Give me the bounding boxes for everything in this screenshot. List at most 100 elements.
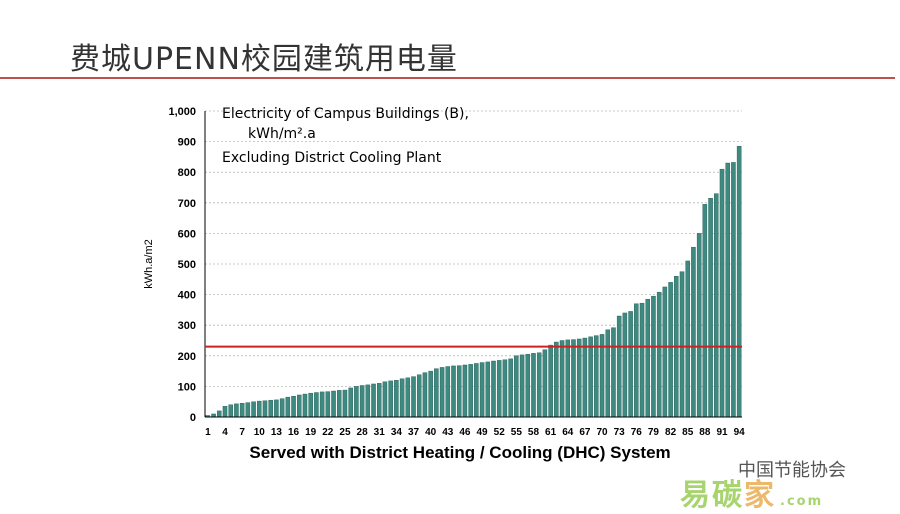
bar <box>696 233 702 418</box>
x-tick-label: 13 <box>271 427 283 438</box>
bar <box>388 380 393 418</box>
bar <box>525 354 531 418</box>
bar <box>468 364 473 418</box>
watermark-text: 中国节能协会 <box>738 460 846 481</box>
bar <box>422 372 428 418</box>
x-tick-label: 19 <box>305 427 317 438</box>
bar <box>319 391 325 418</box>
x-tick-label: 31 <box>374 427 386 438</box>
y-tick-label: 800 <box>178 167 196 179</box>
y-tick-label: 500 <box>178 259 196 271</box>
x-tick-label: 46 <box>459 427 471 438</box>
bar <box>531 353 536 418</box>
bar <box>656 291 662 418</box>
bar <box>736 145 742 418</box>
bar <box>336 390 342 418</box>
bar <box>622 312 628 418</box>
bar <box>548 344 553 418</box>
page-title: 费城UPENN校园建筑用电量 <box>70 42 458 77</box>
bar <box>554 341 559 418</box>
bar <box>645 298 650 418</box>
bar <box>251 401 256 418</box>
bar <box>371 383 376 418</box>
x-tick-label: 37 <box>408 427 420 438</box>
x-tick-label: 91 <box>716 427 728 438</box>
bar <box>348 387 353 418</box>
bar <box>354 386 359 418</box>
x-tick-label: 25 <box>339 427 351 438</box>
y-tick-label: 0 <box>190 412 196 424</box>
y-tick-label: 100 <box>178 381 196 393</box>
y-tick-labels: 0 100 200 300 400 500 600 700 800 900 1,000 <box>168 106 196 424</box>
bar <box>542 349 548 418</box>
bar <box>279 398 285 418</box>
y-tick-label: 900 <box>178 137 196 149</box>
y-tick-label: 200 <box>178 351 196 363</box>
bar <box>365 384 371 418</box>
y-tick-label: 700 <box>178 198 196 210</box>
bar <box>428 370 433 418</box>
axes <box>204 111 742 418</box>
bar <box>668 282 673 418</box>
bar <box>714 193 719 418</box>
x-tick-label: 76 <box>631 427 643 438</box>
grid-lines <box>205 110 742 387</box>
x-tick-label: 10 <box>254 427 266 438</box>
x-tick-label: 43 <box>442 427 454 438</box>
bar <box>376 383 382 418</box>
bar <box>222 406 228 418</box>
x-tick-label: 82 <box>665 427 677 438</box>
bar <box>491 360 496 418</box>
bar <box>325 391 331 418</box>
bar <box>451 365 456 418</box>
y-tick-label: 1,000 <box>168 106 196 118</box>
x-tick-label: 22 <box>322 427 334 438</box>
bar <box>291 395 296 418</box>
bar <box>565 339 571 418</box>
bar <box>691 246 696 418</box>
bar <box>274 399 279 418</box>
bar <box>496 360 502 418</box>
bar <box>559 340 565 418</box>
title-divider <box>0 77 895 79</box>
bar <box>302 393 308 418</box>
bar <box>285 396 291 418</box>
x-tick-label: 94 <box>734 427 746 438</box>
bar <box>639 302 645 418</box>
bar <box>628 311 633 418</box>
annotation-line-2: kWh/m².a <box>248 126 316 142</box>
bar <box>474 363 479 418</box>
x-tick-label: 1 <box>205 427 211 438</box>
bar <box>234 403 239 418</box>
x-tick-label: 55 <box>511 427 523 438</box>
bar <box>217 410 222 418</box>
bar <box>405 377 411 418</box>
bar <box>576 338 582 418</box>
bar <box>257 400 262 418</box>
x-tick-label: 49 <box>477 427 489 438</box>
bar <box>439 367 445 418</box>
bar <box>651 295 656 418</box>
bar <box>331 390 336 418</box>
x-tick-label: 4 <box>222 427 228 438</box>
x-tick-label: 88 <box>699 427 711 438</box>
x-tick-label: 85 <box>682 427 694 438</box>
bar <box>514 355 519 418</box>
bar <box>725 162 730 418</box>
bar <box>268 399 273 418</box>
bar <box>616 315 622 418</box>
bar <box>416 374 422 418</box>
y-tick-label: 400 <box>178 290 196 302</box>
bar <box>394 380 399 418</box>
bar <box>342 389 348 418</box>
x-tick-label: 16 <box>288 427 300 438</box>
bar <box>245 402 251 418</box>
bar <box>399 378 405 418</box>
bar <box>434 368 439 418</box>
y-axis-label: kWh.a/m2 <box>143 239 155 289</box>
bar <box>702 204 708 418</box>
bar <box>456 365 462 418</box>
x-tick-label: 28 <box>357 427 369 438</box>
bar <box>536 352 542 418</box>
